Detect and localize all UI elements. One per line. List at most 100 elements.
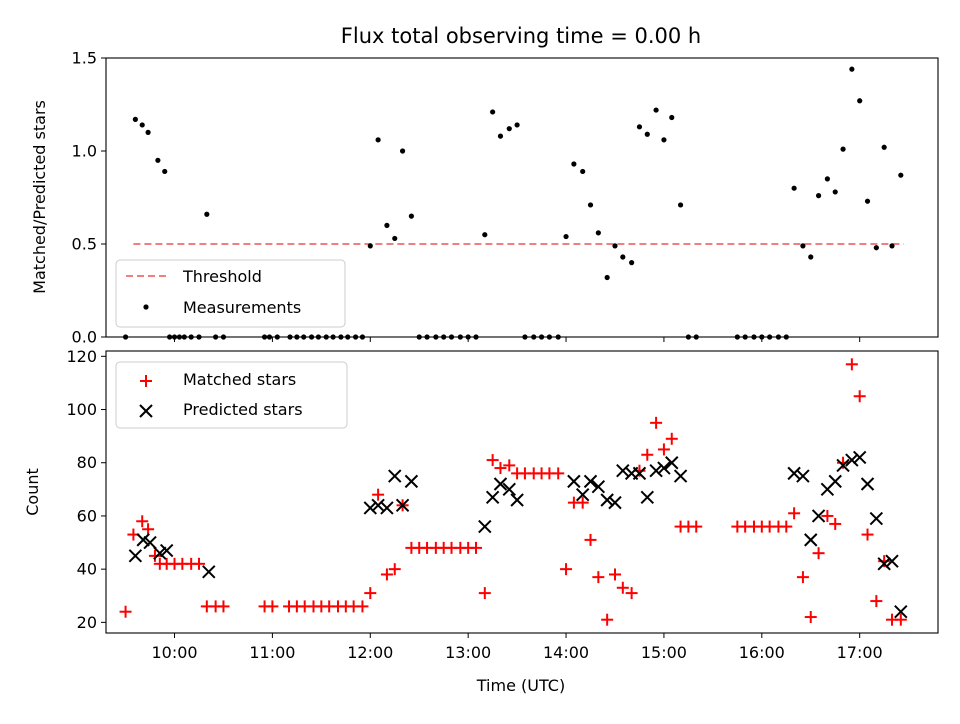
predicted-point — [388, 469, 402, 483]
top-panel-legend: Threshold Measurements — [115, 259, 346, 328]
top-ytick-label: 0.5 — [72, 235, 97, 254]
predicted-point — [787, 466, 801, 481]
predicted-point — [600, 493, 614, 507]
measurement-point — [644, 131, 650, 137]
bottom-panel-data — [119, 358, 908, 626]
measurement-point — [661, 137, 667, 143]
predicted-point — [371, 498, 385, 513]
measurement-point — [580, 168, 586, 175]
measurement-point — [669, 114, 675, 121]
matched-point — [592, 571, 605, 584]
bottom-ytick-label: 100 — [66, 400, 97, 419]
matched-point — [788, 507, 801, 520]
measurement-point — [204, 211, 210, 217]
matched-point — [804, 611, 817, 624]
bottom-ytick-label: 20 — [77, 613, 97, 632]
measurement-point — [408, 213, 414, 219]
matched-point — [192, 557, 205, 570]
predicted-point — [845, 453, 859, 467]
bottom-ytick-label: 80 — [77, 453, 97, 472]
predicted-point — [616, 464, 630, 478]
matched-point — [142, 523, 155, 536]
top-ytick-label: 0.0 — [72, 328, 97, 347]
measurement-point — [139, 122, 145, 128]
top-panel-frame — [105, 57, 939, 338]
measurement-point — [677, 202, 684, 208]
matched-point — [812, 547, 825, 560]
matched-point — [837, 456, 850, 469]
measurement-point — [873, 245, 879, 251]
predicted-point — [885, 554, 899, 568]
predicted-point — [485, 490, 500, 505]
predicted-point — [591, 479, 606, 494]
measurement-point — [162, 168, 168, 175]
bottom-xtick-label: 16:00 — [739, 643, 785, 662]
measurement-point — [889, 243, 895, 249]
matched-point — [552, 467, 565, 480]
bottom-panel-legend: Matched stars Predicted stars — [115, 361, 348, 429]
top-panel: 0.0 0.5 1.0 1.5 Matched/Predicted stars Thr… — [30, 49, 939, 347]
bottom-panel-frame — [105, 350, 939, 634]
matched-point — [608, 568, 621, 581]
predicted-point — [380, 501, 394, 515]
predicted-point — [478, 519, 492, 534]
matched-point — [119, 605, 132, 618]
predicted-point — [583, 474, 598, 489]
predicted-point — [510, 493, 524, 507]
matched-point — [601, 613, 614, 626]
predicted-point — [640, 490, 654, 505]
predicted-point — [657, 461, 671, 475]
measurement-point — [604, 274, 610, 281]
matched-point — [560, 563, 573, 576]
predicted-point — [493, 477, 508, 491]
matched-point — [364, 587, 377, 600]
predicted-point — [828, 474, 842, 489]
bottom-xtick-label: 10:00 — [151, 643, 197, 662]
predicted-point — [363, 501, 377, 515]
predicted-point — [632, 466, 647, 481]
matched-point — [796, 571, 809, 584]
measurement-point — [145, 129, 151, 135]
matched-point — [388, 563, 401, 576]
bottom-ytick-label: 60 — [77, 506, 97, 525]
matched-point — [657, 443, 670, 456]
matched-point — [486, 454, 499, 467]
predicted-point — [202, 565, 216, 579]
predicted-point — [869, 511, 884, 526]
predicted-point — [665, 456, 679, 470]
legend-matched-swatch — [140, 375, 152, 387]
bottom-xtick-label: 13:00 — [445, 643, 491, 662]
measurement-point — [490, 109, 496, 115]
predicted-point — [404, 474, 419, 489]
chart-title: Flux total observing time = 0.00 h — [341, 24, 701, 48]
matched-point — [853, 390, 866, 403]
matched-point — [372, 488, 385, 501]
measurement-point — [587, 202, 594, 208]
top-legend-box — [115, 259, 346, 328]
predicted-point — [836, 458, 850, 473]
predicted-point — [877, 557, 891, 571]
top-panel-ticks: 0.0 0.5 1.0 1.5 — [72, 49, 861, 347]
predicted-point — [649, 464, 663, 478]
measurement-point — [571, 161, 577, 167]
measurement-point — [815, 193, 822, 199]
matched-point — [870, 595, 883, 608]
matched-point — [829, 517, 842, 530]
predicted-point — [811, 509, 826, 523]
matched-point — [894, 613, 907, 626]
measurement-point — [824, 176, 830, 182]
measurement-point — [620, 254, 626, 260]
measurement-point — [612, 243, 618, 249]
measurement-point — [514, 122, 520, 128]
top-panel-ylabel: Matched/Predicted stars — [30, 100, 49, 294]
bottom-panel: 20 40 60 80 100 120 10:00 11:00 12:00 13:00 14:00 1… — [23, 347, 939, 695]
matched-point — [665, 432, 678, 445]
predicted-point — [860, 477, 875, 491]
bottom-ytick-label: 40 — [77, 560, 97, 579]
matched-point — [650, 416, 663, 429]
legend-measurements-label: Measurements — [183, 298, 301, 317]
bottom-xtick-label: 12:00 — [347, 643, 393, 662]
measurement-point — [857, 98, 863, 104]
measurement-point — [800, 243, 806, 249]
